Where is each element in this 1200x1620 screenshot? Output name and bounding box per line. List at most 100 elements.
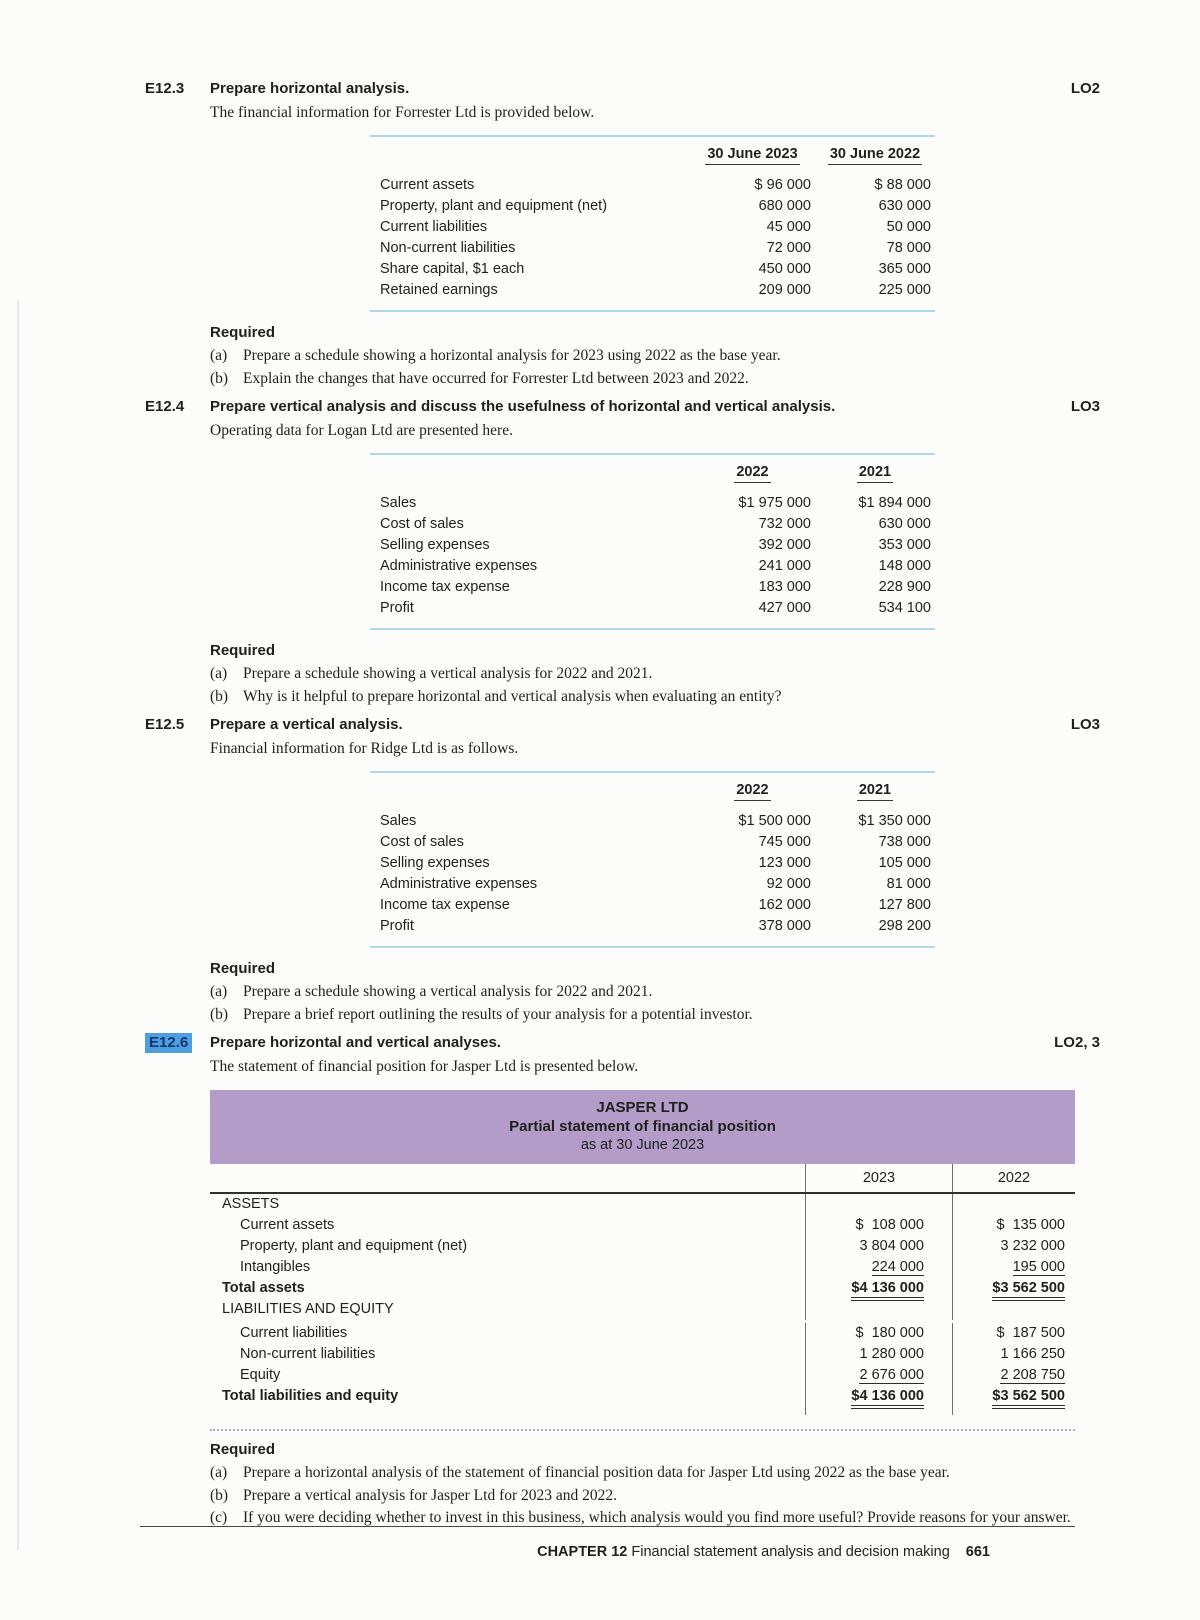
column-header-text: 30 June 2022 — [827, 146, 923, 165]
row-value — [952, 1299, 1075, 1320]
required-item-text: If you were deciding whether to invest i… — [243, 1509, 1071, 1526]
row-label: Sales — [380, 495, 417, 511]
statement-title-banner: JASPER LTD Partial statement of financia… — [210, 1090, 1075, 1164]
row-label: Current assets — [240, 1217, 335, 1233]
row-value: $1 894 000 — [858, 495, 931, 511]
exercise-e12-6: E12.6 Prepare horizontal and vertical an… — [145, 1032, 1100, 1530]
row-value: $1 975 000 — [738, 495, 811, 511]
financial-table-grid: 30 June 2023 30 June 2022 Current assets… — [370, 144, 935, 301]
company-name: JASPER LTD — [596, 1099, 689, 1116]
row-label: ASSETS — [222, 1196, 280, 1212]
required-item: (a) Prepare a schedule showing a horizon… — [210, 345, 1100, 368]
required-item-text: Prepare a brief report outlining the res… — [243, 1005, 753, 1023]
statement-row: Current assets $ 108 000 $ 135 000 — [210, 1215, 1075, 1236]
row-value: 45 000 — [766, 219, 811, 235]
required-item-marker: (b) — [210, 1005, 229, 1023]
row-label: Profit — [380, 600, 414, 616]
value-text: $3 562 500 — [992, 1388, 1065, 1409]
row-value — [805, 1194, 952, 1215]
row-label: Retained earnings — [380, 282, 498, 298]
row-value: 2 676 000 — [805, 1365, 952, 1386]
row-value: 392 000 — [758, 537, 811, 553]
row-value: 78 000 — [886, 240, 931, 256]
required-item-marker: (a) — [210, 665, 228, 682]
financial-table: 2022 2021 Sales $1 975 000 $1 894 000 Co… — [370, 453, 935, 630]
row-label: Income tax expense — [380, 897, 510, 913]
statement-row: Intangibles 224 000 195 000 — [210, 1257, 1075, 1278]
row-value: 183 000 — [758, 579, 811, 595]
required-item: (a) Prepare a schedule showing a vertica… — [210, 663, 1100, 686]
chapter-label: CHAPTER 12 — [537, 1544, 628, 1560]
exercise-intro: Financial information for Ridge Ltd is a… — [210, 740, 519, 757]
value-text: $ 135 000 — [996, 1217, 1065, 1233]
row-value: 738 000 — [878, 834, 931, 850]
exercise-id-text: E12.4 — [145, 398, 185, 415]
row-value: 365 000 — [878, 261, 931, 277]
value-text: 2 676 000 — [859, 1367, 924, 1384]
exercise-id-text: E12.3 — [145, 80, 185, 97]
exercise-id-text: E12.5 — [145, 716, 185, 733]
value-text: 1 280 000 — [859, 1346, 924, 1362]
row-value: $1 500 000 — [738, 813, 811, 829]
row-value: $ 108 000 — [805, 1215, 952, 1236]
row-value: $1 350 000 — [858, 813, 931, 829]
row-value: $4 136 000 — [805, 1278, 952, 1301]
learning-objective-badge: LO2, 3 — [1054, 1034, 1100, 1051]
exercise-e12-3: E12.3 Prepare horizontal analysis. LO2 T… — [145, 78, 1100, 390]
row-value: 241 000 — [758, 558, 811, 574]
exercise-header: E12.3 Prepare horizontal analysis. LO2 — [145, 78, 1100, 99]
table-header-spacer — [370, 780, 690, 811]
statement-row: Property, plant and equipment (net) 3 80… — [210, 1236, 1075, 1257]
statement-row: Non-current liabilities 1 280 000 1 166 … — [210, 1344, 1075, 1365]
column-header-text: 30 June 2023 — [705, 146, 800, 165]
table-column-header: 2021 — [815, 780, 935, 811]
row-label: Non-current liabilities — [240, 1346, 376, 1362]
row-label: Selling expenses — [380, 855, 490, 871]
required-item: (a) Prepare a schedule showing a vertica… — [210, 981, 1100, 1004]
row-label: Income tax expense — [380, 579, 510, 595]
value-text: 224 000 — [871, 1259, 924, 1276]
row-label: Property, plant and equipment (net) — [240, 1238, 468, 1254]
table-header-spacer — [370, 462, 690, 493]
column-header-text: 2021 — [856, 782, 894, 801]
exercise-id: E12.4 — [145, 396, 210, 417]
row-value: 162 000 — [758, 897, 811, 913]
page-content: E12.3 Prepare horizontal analysis. LO2 T… — [145, 78, 1100, 1536]
required-item-text: Explain the changes that have occurred f… — [243, 369, 749, 387]
row-label: Total liabilities and equity — [222, 1388, 399, 1404]
exercise-intro: Operating data for Logan Ltd are present… — [210, 422, 513, 439]
value-text: $ 180 000 — [855, 1325, 924, 1341]
value-text: $ 108 000 — [855, 1217, 924, 1233]
row-value: 105 000 — [878, 855, 931, 871]
statement-row: LIABILITIES AND EQUITY — [210, 1299, 1075, 1320]
table-header-spacer — [370, 144, 690, 175]
exercise-id: E12.6 — [145, 1032, 210, 1053]
exercise-title: Prepare horizontal and vertical analyses… — [210, 1034, 501, 1051]
row-value: 745 000 — [758, 834, 811, 850]
row-value: 224 000 — [805, 1257, 952, 1278]
value-text: 195 000 — [1012, 1259, 1065, 1276]
footer-rule — [140, 1526, 1075, 1527]
statement-bottom-rule — [210, 1429, 1075, 1431]
row-label: Administrative expenses — [380, 876, 538, 892]
chapter-title: Financial statement analysis and decisio… — [631, 1544, 950, 1560]
row-label: Cost of sales — [380, 516, 464, 532]
statement-row: Equity 2 676 000 2 208 750 — [210, 1365, 1075, 1386]
statement-of-financial-position: JASPER LTD Partial statement of financia… — [210, 1090, 1075, 1431]
page-edge-line — [17, 300, 19, 1550]
row-label: Equity — [240, 1367, 281, 1383]
required-item-marker: (b) — [210, 687, 229, 705]
value-text: $4 136 000 — [851, 1388, 924, 1409]
row-value: 534 100 — [878, 600, 931, 616]
year-column-header: 2023 — [805, 1164, 952, 1192]
exercise-title: Prepare vertical analysis and discuss th… — [210, 398, 836, 415]
financial-table: 30 June 2023 30 June 2022 Current assets… — [370, 135, 935, 312]
exercise-intro: The financial information for Forrester … — [210, 104, 595, 121]
required-item-text: Prepare a vertical analysis for Jasper L… — [243, 1486, 618, 1504]
table-column-header: 2021 — [815, 462, 935, 493]
statement-row: ASSETS — [210, 1194, 1075, 1215]
row-value: 630 000 — [878, 198, 931, 214]
exercise-header: E12.4 Prepare vertical analysis and disc… — [145, 396, 1100, 417]
row-value: 127 800 — [878, 897, 931, 913]
row-value: $ 88 000 — [874, 177, 931, 193]
